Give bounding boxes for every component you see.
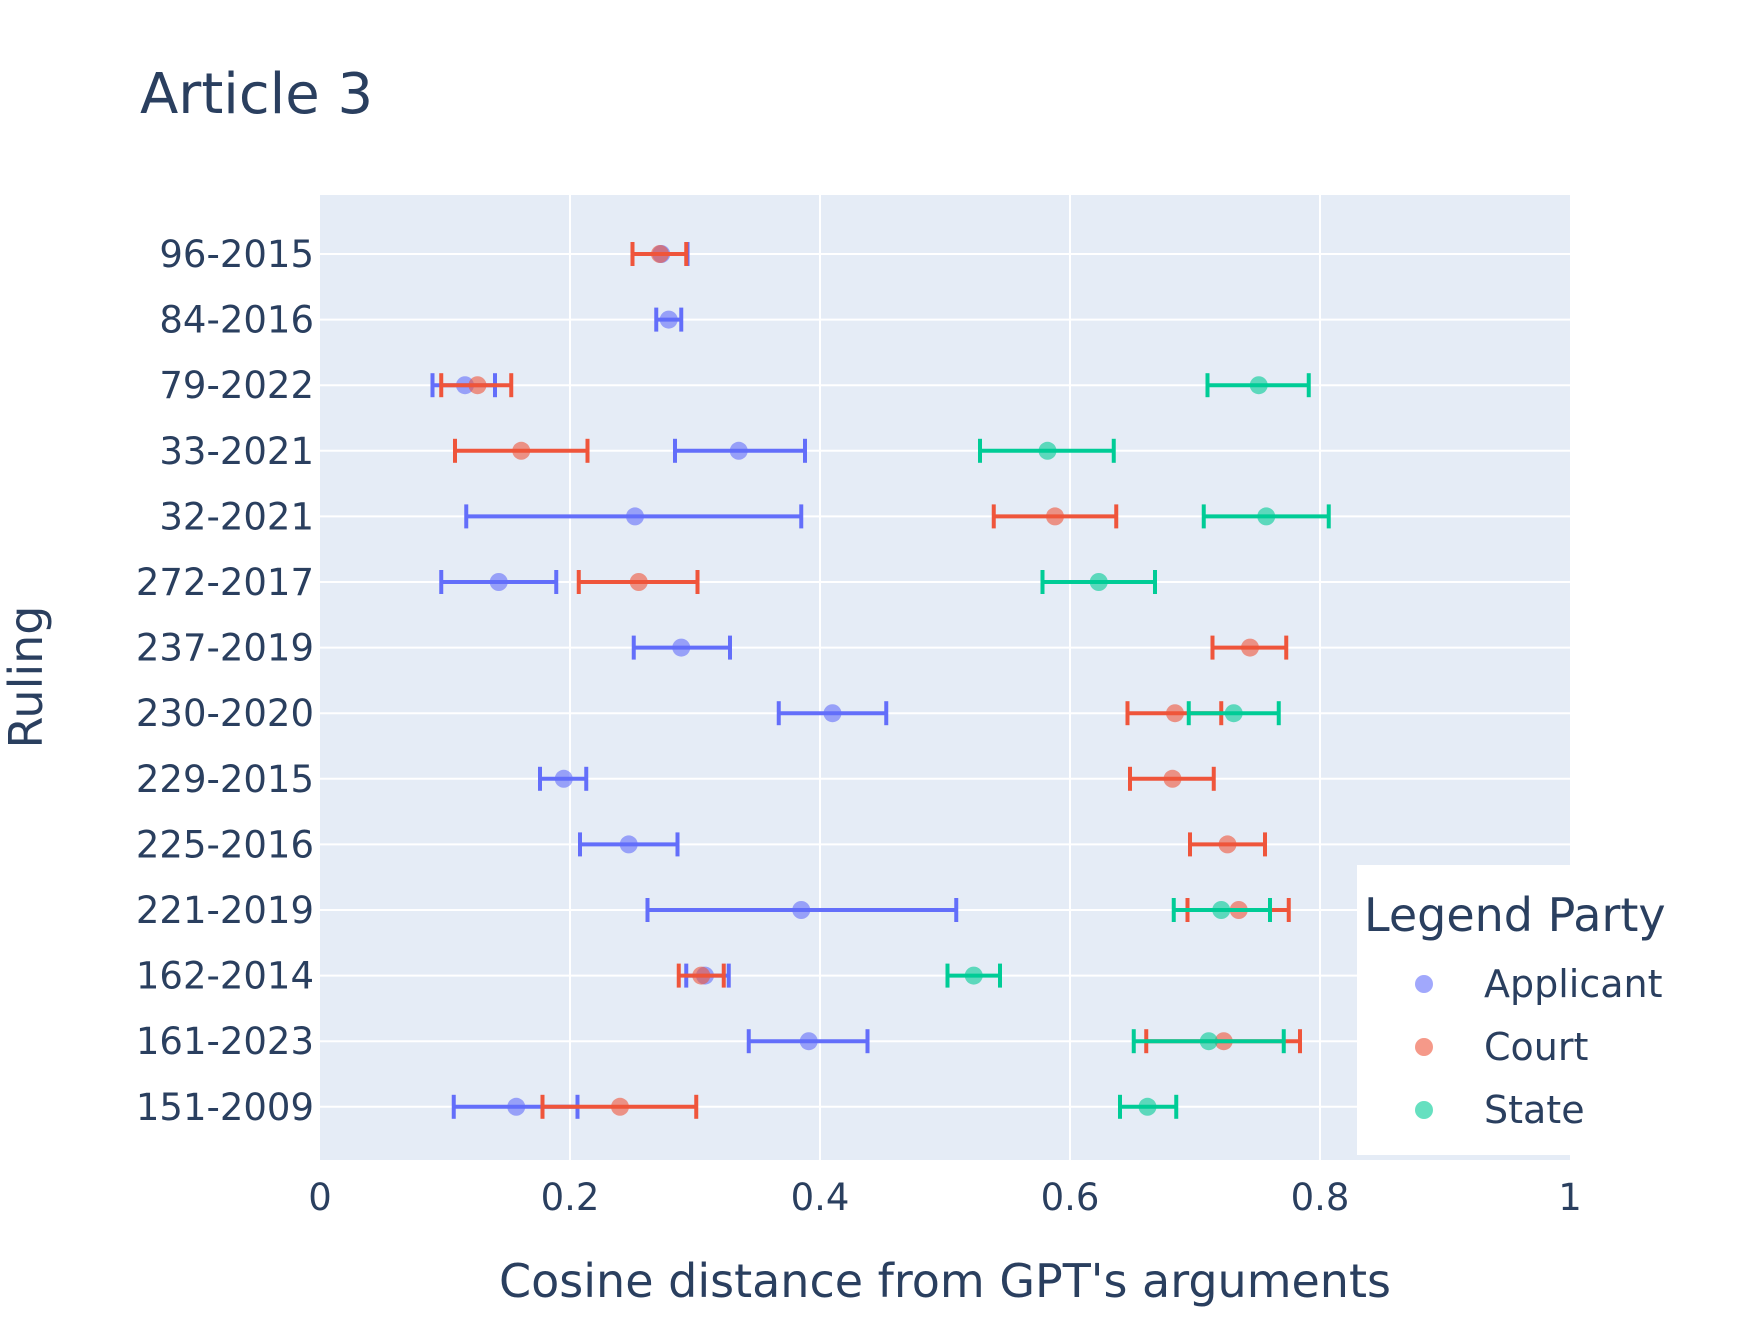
legend-title: Legend Party [1364, 888, 1666, 942]
data-point [1257, 507, 1276, 526]
data-point [1089, 573, 1108, 591]
y-tick-label: 225-2016 [136, 823, 314, 866]
y-tick-label: 237-2019 [136, 627, 314, 670]
data-point [611, 1097, 629, 1116]
y-tick-label: 230-2020 [136, 692, 314, 735]
y-tick-label: 229-2015 [136, 758, 314, 801]
x-tick-label: 0.2 [541, 1176, 600, 1219]
data-point [1138, 1097, 1157, 1116]
y-tick-labels: 96-2015 84-2016 79-2022 33-2021 32-2021 272-2… [136, 233, 314, 1129]
data-point [468, 376, 487, 395]
data-point [619, 835, 638, 854]
x-tick-label: 0.4 [791, 1176, 850, 1219]
x-axis-title: Cosine distance from GPT's arguments [499, 1254, 1391, 1308]
data-point [964, 966, 983, 985]
data-point [626, 507, 644, 526]
legend-marker [1415, 1101, 1433, 1119]
legend-label: Court [1484, 1025, 1588, 1069]
data-point [659, 310, 678, 329]
y-tick-label: 79-2022 [159, 364, 314, 407]
series-layer [430, 242, 1331, 1119]
data-point [1241, 638, 1259, 657]
y-axis-title: Ruling [0, 606, 53, 749]
series-state [945, 373, 1331, 1119]
y-tick-label: 221-2019 [136, 889, 314, 932]
x-tick-label: 0.8 [1291, 1176, 1350, 1219]
x-tick-labels: 0 0.2 0.4 0.6 0.8 1 [308, 1176, 1582, 1219]
x-tick-label: 0.6 [1041, 1176, 1100, 1219]
legend-items: Applicant Court State [1415, 962, 1663, 1132]
legend-label: Applicant [1484, 962, 1663, 1006]
y-tick-label: 151-2009 [136, 1086, 314, 1129]
y-tick-label: 161-2023 [136, 1020, 314, 1063]
data-point [799, 1032, 818, 1051]
y-tick-label: 33-2021 [159, 430, 314, 473]
y-tick-label: 96-2015 [159, 233, 314, 276]
data-point [692, 966, 711, 985]
data-point [792, 901, 811, 919]
data-point [1199, 1032, 1218, 1051]
legend-label: State [1484, 1088, 1585, 1132]
legend-marker [1415, 975, 1433, 993]
legend: Legend Party Applicant Court State [1357, 865, 1763, 1155]
y-tick-label: 84-2016 [159, 299, 314, 342]
y-tick-label: 162-2014 [136, 955, 314, 998]
data-point [1249, 376, 1268, 395]
data-point [1038, 441, 1057, 460]
legend-marker [1415, 1038, 1433, 1056]
data-point [672, 638, 691, 657]
data-point [1224, 704, 1243, 723]
data-point [1212, 901, 1231, 919]
data-point [651, 245, 669, 263]
data-point [489, 573, 508, 591]
data-point [729, 441, 748, 460]
data-point [823, 704, 842, 723]
data-point [1046, 507, 1064, 526]
data-point [1166, 704, 1184, 723]
x-tick-label: 1 [1558, 1176, 1582, 1219]
data-point [1163, 769, 1182, 788]
y-tick-label: 272-2017 [136, 561, 314, 604]
data-point [507, 1097, 526, 1116]
data-point [554, 769, 573, 788]
y-tick-label: 32-2021 [159, 495, 314, 538]
data-point [512, 441, 531, 460]
data-point [1218, 835, 1237, 854]
x-tick-label: 0 [308, 1176, 332, 1219]
chart-title: Article 3 [140, 62, 373, 127]
data-point [629, 573, 648, 591]
